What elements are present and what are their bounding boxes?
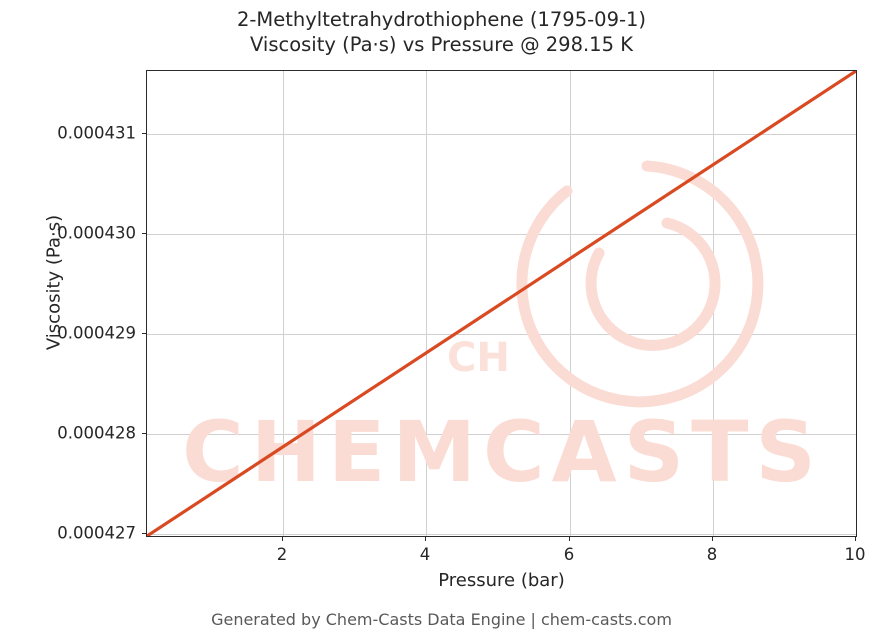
footer-credit: Generated by Chem-Casts Data Engine | ch…: [211, 610, 672, 629]
tick-mark-x-2: [282, 537, 283, 541]
tick-mark-x-10: [855, 537, 856, 541]
gridline-x-10: [856, 71, 857, 536]
gridline-y-0.000428: [147, 434, 856, 435]
tick-mark-y-0.000429: [142, 333, 146, 334]
gridline-y-0.000431: [147, 134, 856, 135]
tick-label-x-6: 6: [563, 545, 575, 564]
tick-mark-x-6: [569, 537, 570, 541]
tick-mark-x-8: [712, 537, 713, 541]
chart-title: 2-Methyltetrahydrothiophene (1795-09-1): [236, 8, 647, 31]
gridline-y-0.000429: [147, 334, 856, 335]
tick-label-y-0.000431: 0.000431: [57, 123, 136, 143]
tick-mark-y-0.000430: [142, 233, 146, 234]
tick-mark-y-0.000427: [142, 533, 146, 534]
tick-mark-y-0.000428: [142, 433, 146, 434]
gridline-y-0.000427: [147, 534, 856, 535]
series-viscosity-line: [147, 71, 856, 536]
tick-label-x-2: 2: [276, 545, 288, 564]
plot-area: CH CHEMCASTS: [146, 70, 857, 537]
chart-title-block: 2-Methyltetrahydrothiophene (1795-09-1) …: [0, 8, 883, 58]
gridline-x-2: [283, 71, 284, 536]
tick-label-y-0.000429: 0.000429: [57, 323, 136, 343]
tick-mark-x-4: [425, 537, 426, 541]
gridline-x-4: [426, 71, 427, 536]
tick-label-y-0.000427: 0.000427: [57, 523, 136, 543]
y-axis-label: Viscosity (Pa·s): [43, 214, 65, 351]
tick-label-x-10: 10: [844, 545, 866, 564]
chart-subtitle: Viscosity (Pa·s) vs Pressure @ 298.15 K: [250, 32, 633, 56]
tick-label-y-0.000428: 0.000428: [57, 423, 136, 443]
gridline-y-0.000430: [147, 234, 856, 235]
tick-label-y-0.000430: 0.000430: [57, 223, 136, 243]
tick-label-x-4: 4: [419, 545, 431, 564]
x-axis-label: Pressure (bar): [438, 570, 565, 591]
tick-label-x-8: 8: [706, 545, 718, 564]
tick-mark-y-0.000431: [142, 133, 146, 134]
